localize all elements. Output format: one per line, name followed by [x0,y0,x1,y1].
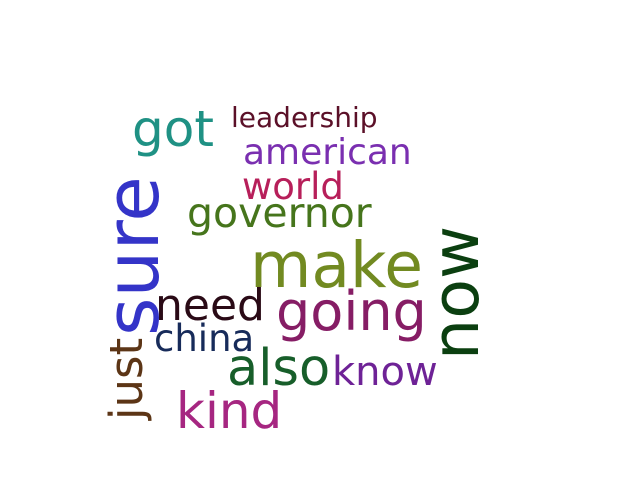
word-american: american [243,132,412,173]
word-sure: sure [90,176,176,336]
word-also: also [227,339,331,398]
word-need: need [155,280,265,331]
word-make: make [250,229,423,302]
word-got: got [132,100,214,158]
word-know: know [332,349,438,395]
word-world: world [242,165,344,208]
word-leadership: leadership [231,101,378,134]
word-governor: governor [187,189,372,237]
word-just: just [100,337,153,420]
word-going: going [276,280,427,343]
word-now: now [419,225,494,360]
word-china: china [154,317,255,360]
word-kind: kind [176,382,283,440]
